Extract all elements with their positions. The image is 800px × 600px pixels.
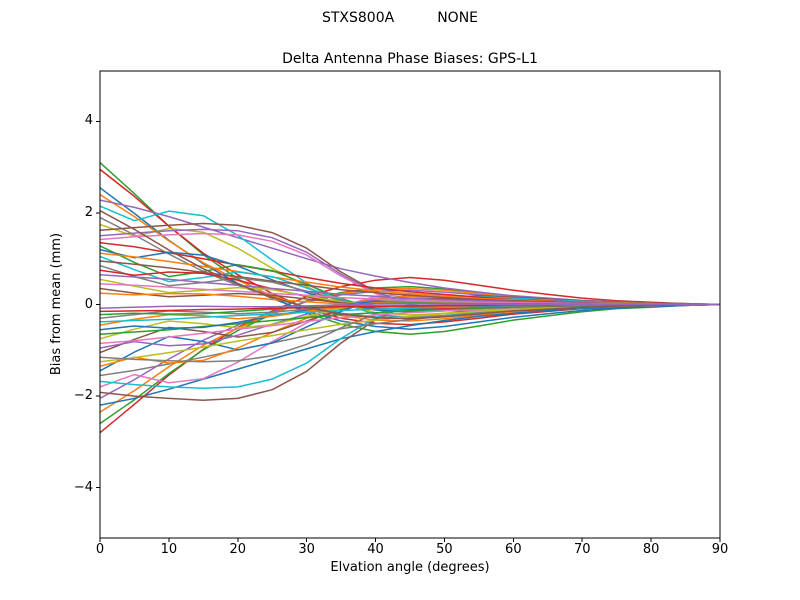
x-tick-label: 60 <box>505 542 522 557</box>
y-tick-label: 0 <box>84 296 93 312</box>
series-line <box>100 303 720 309</box>
x-tick-label: 20 <box>229 542 247 557</box>
series-line <box>100 187 720 330</box>
figure-suptitle: STXS800A NONE <box>0 10 800 26</box>
series-line <box>100 209 720 320</box>
x-tick-label: 0 <box>95 542 105 557</box>
y-tick-label: −4 <box>73 479 93 495</box>
x-tick-label: 10 <box>160 542 178 557</box>
chart-title: Delta Antenna Phase Biases: GPS-L1 <box>282 51 538 67</box>
series-group <box>100 162 720 434</box>
suptitle-none: NONE <box>437 10 479 26</box>
x-tick-label: 90 <box>711 542 729 557</box>
x-axis-label: Elvation angle (degrees) <box>330 560 490 575</box>
y-tick-label: 4 <box>84 113 93 129</box>
y-tick-label: −2 <box>73 388 93 404</box>
y-tick-label: 2 <box>84 204 93 220</box>
x-tick-label: 70 <box>573 542 591 557</box>
x-tick-label: 50 <box>436 542 453 557</box>
x-tick-label: 80 <box>642 542 660 557</box>
x-tick-label: 30 <box>298 542 315 557</box>
suptitle-station: STXS800A <box>321 10 395 26</box>
axes-group <box>96 70 721 542</box>
x-tick-label: 40 <box>367 542 384 557</box>
